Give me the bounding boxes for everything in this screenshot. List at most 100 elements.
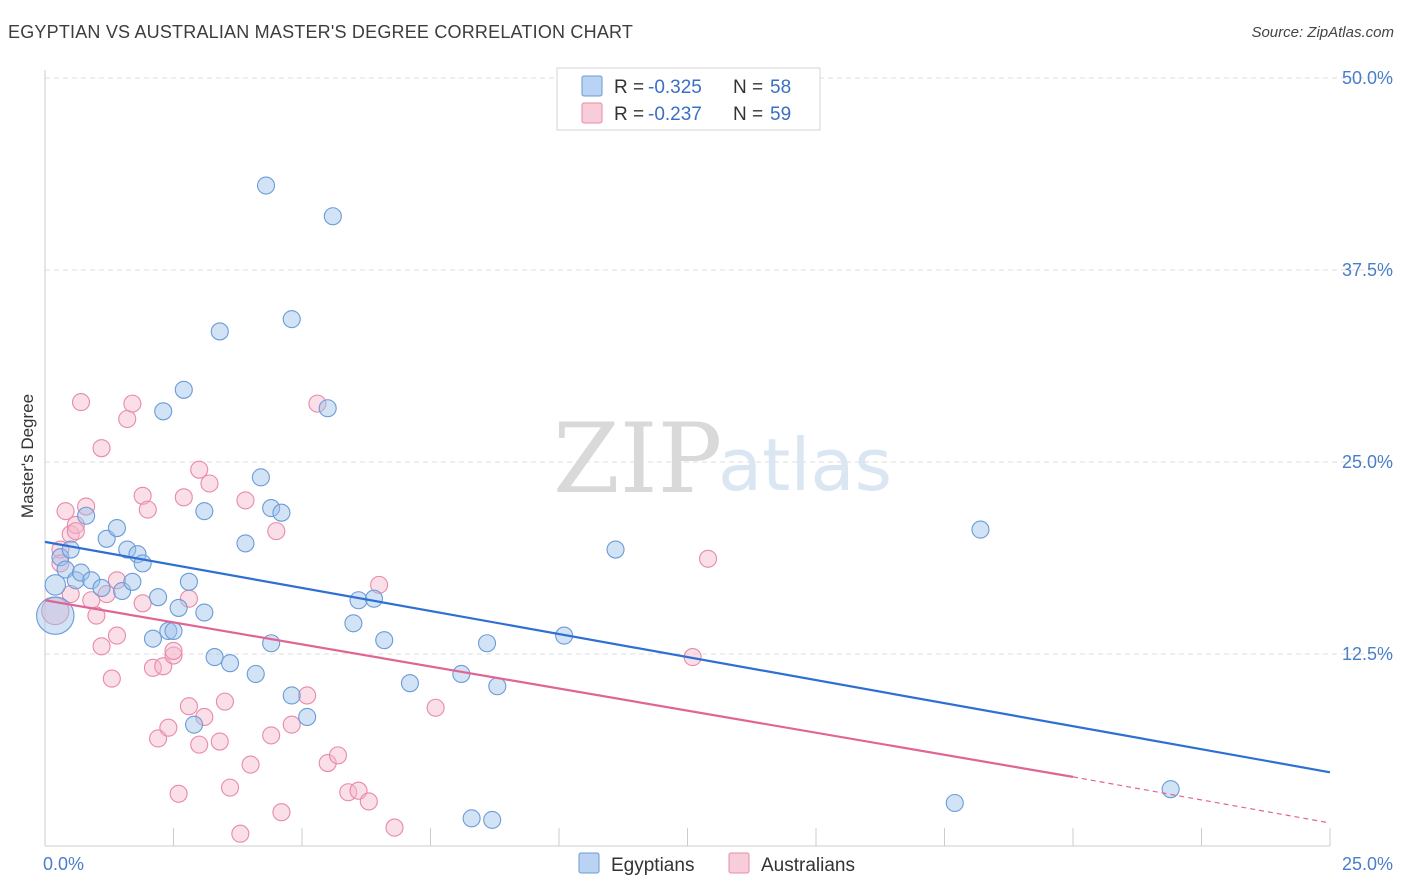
egyptians-point bbox=[179, 572, 198, 591]
legend-r-value-egyptians: -0.325 bbox=[648, 77, 702, 98]
egyptians-point bbox=[205, 648, 224, 667]
australians-point bbox=[133, 594, 152, 613]
egyptians-point bbox=[344, 614, 363, 633]
australians-point bbox=[385, 818, 404, 837]
egyptians-point bbox=[71, 563, 91, 582]
egyptians-point bbox=[945, 793, 964, 813]
correlation-legend: R = -0.325 N = 58 R = -0.237 N = 59 bbox=[556, 67, 821, 131]
y-tick-label: 25.0% bbox=[1342, 452, 1393, 472]
egyptians-point bbox=[375, 631, 394, 650]
x-tick-label-min: 0.0% bbox=[43, 854, 84, 874]
australians-point bbox=[236, 491, 255, 510]
australians-point bbox=[262, 726, 281, 745]
egyptians-point bbox=[323, 207, 342, 226]
australians-point bbox=[118, 409, 137, 429]
australians-point bbox=[272, 803, 291, 822]
egyptians-point bbox=[174, 380, 193, 399]
egyptians-point bbox=[92, 578, 111, 598]
egyptians-point bbox=[452, 664, 471, 684]
australians-point bbox=[87, 606, 106, 625]
australians-point bbox=[56, 502, 75, 521]
egyptians-point bbox=[1161, 780, 1180, 799]
egyptians-point bbox=[318, 399, 337, 418]
egyptians-point bbox=[169, 598, 188, 617]
x-tick-labels: 0.0% 25.0% bbox=[43, 828, 1393, 874]
gridlines bbox=[45, 77, 1395, 655]
y-tick-label: 50.0% bbox=[1342, 68, 1393, 88]
bottom-legend-swatch-australians bbox=[728, 852, 750, 874]
egyptians-point bbox=[195, 603, 214, 622]
australians-point bbox=[200, 474, 219, 493]
australians-point bbox=[298, 686, 317, 705]
legend-n-label-egyptians: N = bbox=[733, 77, 763, 98]
australians-point bbox=[71, 393, 91, 412]
australians-point bbox=[61, 525, 80, 544]
egyptians-point bbox=[483, 810, 502, 829]
egyptians-point bbox=[77, 506, 96, 525]
watermark-zip-text: ZIP bbox=[553, 403, 722, 515]
legend-n-value-egyptians: 58 bbox=[770, 77, 791, 98]
australians-point bbox=[179, 697, 198, 716]
australians-point bbox=[267, 522, 286, 541]
egyptians-point bbox=[256, 176, 276, 195]
egyptians-point bbox=[82, 571, 101, 590]
australians-point bbox=[210, 732, 229, 751]
egyptians-point bbox=[606, 540, 625, 559]
legend-swatch-australians bbox=[581, 102, 603, 124]
egyptians-point bbox=[400, 674, 419, 693]
chart-title: EGYPTIAN VS AUSTRALIAN MASTER'S DEGREE C… bbox=[8, 22, 634, 42]
australians-point bbox=[241, 755, 260, 774]
egyptians-point bbox=[36, 596, 75, 635]
legend-n-label-australians: N = bbox=[733, 104, 763, 125]
australians-point bbox=[328, 746, 348, 765]
australians-point bbox=[699, 549, 718, 568]
australians-point bbox=[220, 778, 240, 797]
egyptians-point bbox=[488, 677, 507, 696]
egyptians-point bbox=[143, 629, 162, 648]
legend-n-value-australians: 59 bbox=[770, 104, 791, 125]
egyptians-point bbox=[154, 402, 173, 421]
egyptians-point bbox=[236, 534, 255, 553]
australians-point bbox=[133, 486, 152, 505]
australians-point bbox=[66, 515, 85, 535]
egyptians-point bbox=[113, 581, 132, 601]
australians-point bbox=[159, 718, 178, 737]
australians-points bbox=[41, 393, 718, 843]
egyptians-point bbox=[246, 664, 265, 684]
australians-point bbox=[282, 715, 301, 734]
bottom-legend-swatch-egyptians bbox=[578, 852, 600, 874]
egyptians-point bbox=[118, 540, 137, 559]
x-tick-label-max: 25.0% bbox=[1342, 854, 1393, 874]
egyptians-point bbox=[44, 574, 67, 596]
egyptians-point bbox=[210, 322, 229, 341]
australians-point bbox=[92, 637, 111, 656]
australians-trend-line bbox=[44, 599, 1074, 778]
egyptians-point bbox=[107, 518, 127, 538]
australians-point bbox=[174, 488, 193, 507]
egyptians-point bbox=[971, 520, 990, 539]
australians-point bbox=[359, 792, 378, 811]
australians-point bbox=[138, 500, 157, 519]
y-tick-labels: 12.5% 25.0% 37.5% 50.0% bbox=[1342, 68, 1393, 664]
y-tick-label: 12.5% bbox=[1342, 644, 1393, 664]
australians-point bbox=[61, 585, 80, 604]
australians-point bbox=[190, 735, 209, 754]
watermark-atlas-text: atlas bbox=[718, 423, 892, 507]
bottom-legend-label-egyptians: Egyptians bbox=[611, 855, 694, 876]
australians-point bbox=[66, 522, 85, 541]
australians-point bbox=[318, 754, 337, 773]
australians-trend-extension bbox=[1072, 776, 1331, 824]
australians-point bbox=[164, 641, 183, 660]
australians-point bbox=[107, 571, 127, 590]
y-tick-label: 37.5% bbox=[1342, 260, 1393, 280]
australians-point bbox=[308, 394, 327, 413]
australians-point bbox=[190, 460, 209, 479]
zipatlas-watermark: ZIP atlas bbox=[553, 403, 892, 515]
egyptians-point bbox=[272, 503, 291, 522]
australians-point bbox=[370, 575, 389, 594]
egyptians-point bbox=[282, 686, 301, 705]
australians-point bbox=[195, 707, 214, 727]
egyptians-point bbox=[195, 502, 214, 521]
series-legend: Egyptians Australians bbox=[578, 852, 855, 876]
